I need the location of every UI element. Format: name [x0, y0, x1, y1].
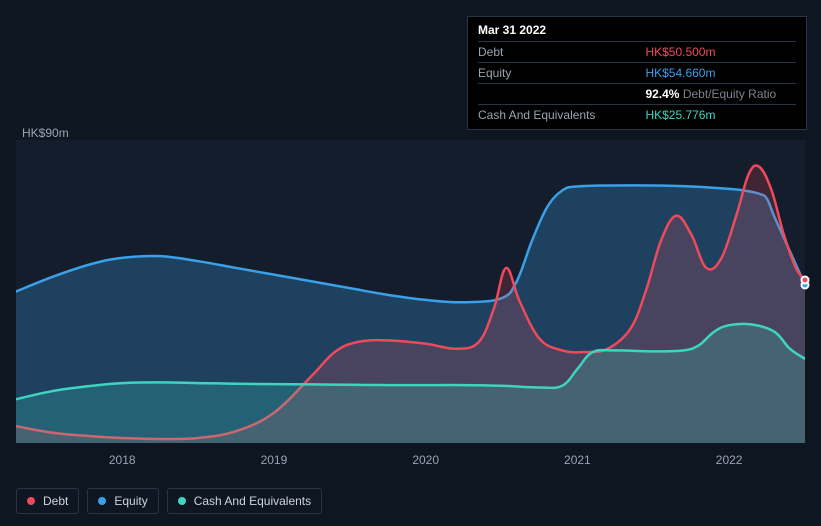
tooltip-row-value: 92.4% Debt/Equity Ratio	[645, 84, 796, 105]
tooltip-row-label: Cash And Equivalents	[478, 105, 645, 126]
x-axis-tick-label: 2021	[564, 453, 591, 467]
y-axis-label-max: HK$90m	[22, 126, 69, 140]
legend-label: Equity	[114, 494, 147, 508]
x-axis-tick-label: 2022	[716, 453, 743, 467]
tooltip-ratio-label: Debt/Equity Ratio	[683, 87, 776, 101]
legend-label: Debt	[43, 494, 68, 508]
tooltip-row-value: HK$25.776m	[645, 105, 796, 126]
tooltip-date: Mar 31 2022	[478, 23, 796, 41]
tooltip-row-value: HK$54.660m	[645, 63, 796, 84]
chart-plot-area[interactable]	[16, 140, 805, 443]
legend-dot-icon	[178, 497, 186, 505]
tooltip-row-label: Debt	[478, 42, 645, 63]
tooltip-row-value: HK$50.500m	[645, 42, 796, 63]
legend-dot-icon	[98, 497, 106, 505]
x-axis-tick-label: 2018	[109, 453, 136, 467]
legend-item[interactable]: Equity	[87, 488, 158, 514]
legend-item[interactable]: Cash And Equivalents	[167, 488, 322, 514]
chart-tooltip: Mar 31 2022 Debt HK$50.500m Equity HK$54…	[467, 16, 807, 130]
chart-svg	[16, 140, 805, 443]
chart-legend: Debt Equity Cash And Equivalents	[16, 488, 322, 514]
legend-dot-icon	[27, 497, 35, 505]
legend-item[interactable]: Debt	[16, 488, 79, 514]
x-axis-tick-label: 2019	[261, 453, 288, 467]
tooltip-ratio-pct: 92.4%	[645, 87, 679, 101]
x-axis-tick-label: 2020	[412, 453, 439, 467]
tooltip-table: Debt HK$50.500m Equity HK$54.660m 92.4% …	[478, 41, 796, 125]
tooltip-row-label	[478, 84, 645, 105]
legend-label: Cash And Equivalents	[194, 494, 311, 508]
hover-marker	[801, 275, 810, 284]
tooltip-row-label: Equity	[478, 63, 645, 84]
